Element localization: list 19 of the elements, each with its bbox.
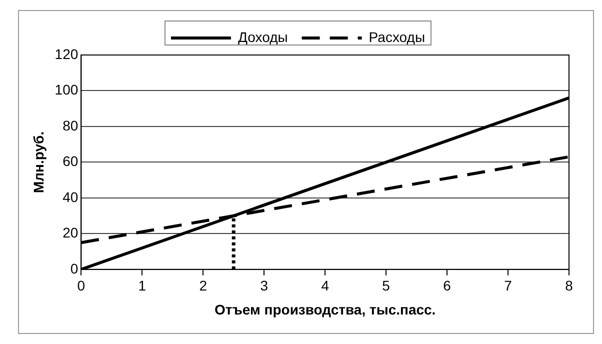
x-tick-label: 6 — [443, 278, 452, 294]
y-tick-label: 100 — [54, 82, 78, 98]
y-tick-label: 60 — [62, 153, 78, 170]
x-tick-label: 3 — [260, 278, 268, 294]
y-tick-label: 40 — [62, 188, 78, 205]
x-axis-title: Отъем производства, тыс.пасс. — [214, 301, 436, 318]
y-axis-title: Млн.руб. — [30, 131, 46, 193]
y-tick-label: 0 — [70, 260, 78, 276]
legend-label: Доходы — [238, 28, 288, 45]
x-tick-label: 7 — [504, 278, 512, 294]
y-tick-label: 120 — [54, 46, 78, 62]
x-tick-label: 4 — [321, 278, 330, 294]
x-tick-label: 8 — [565, 278, 574, 294]
y-tick-label: 80 — [62, 117, 78, 134]
x-tick-label: 2 — [199, 278, 208, 294]
x-tick-label: 5 — [382, 278, 390, 294]
legend-label: Расходы — [368, 28, 426, 45]
y-tick-label: 20 — [62, 224, 78, 241]
x-tick-label: 1 — [138, 278, 146, 294]
